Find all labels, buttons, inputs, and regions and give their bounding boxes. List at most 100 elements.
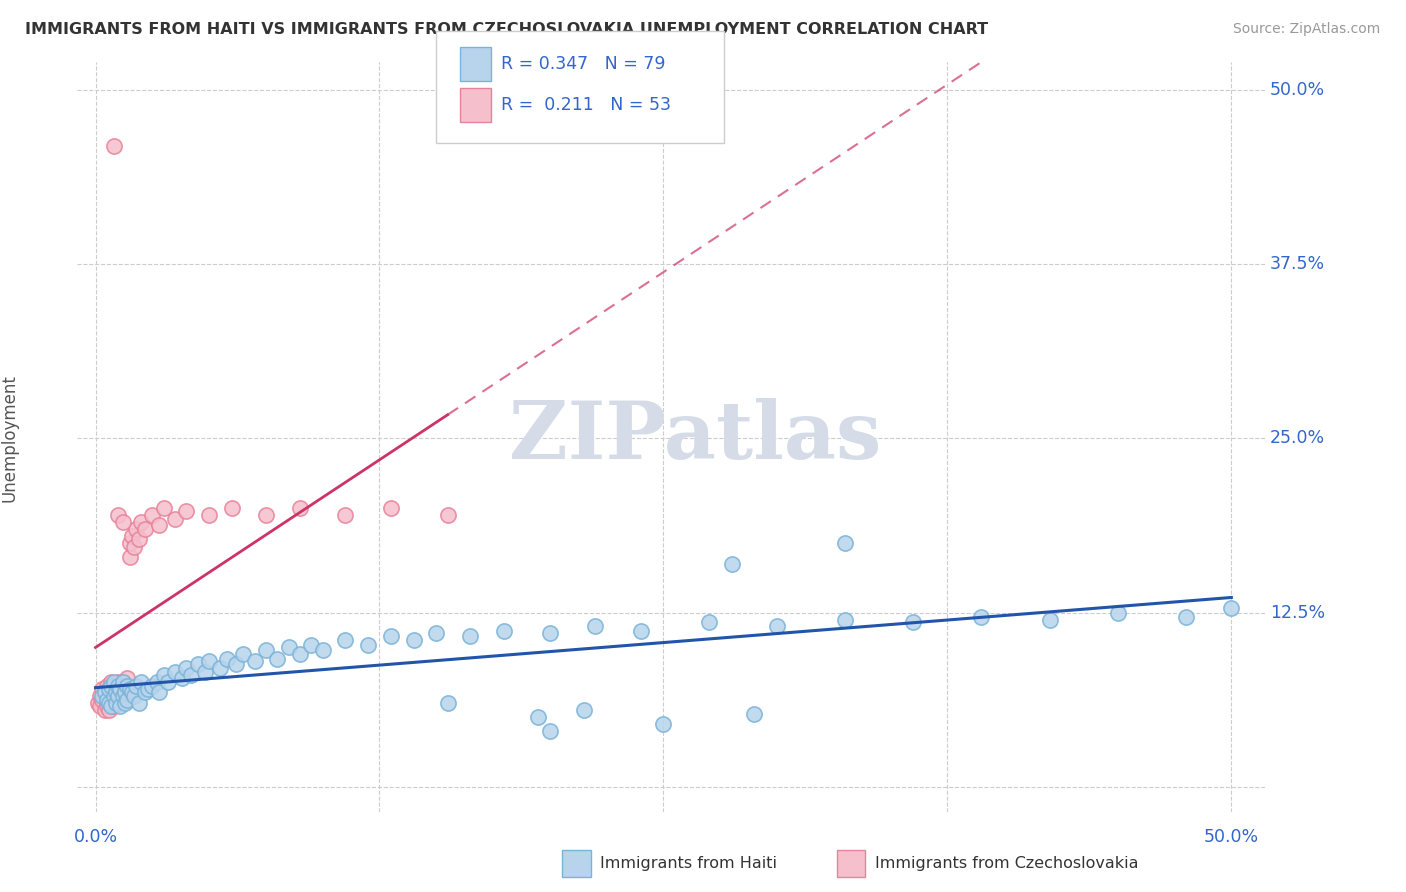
Point xyxy=(100,685,122,699)
Point xyxy=(209,661,232,675)
Point xyxy=(121,685,143,699)
Point xyxy=(277,640,299,655)
Text: ZIPatlas: ZIPatlas xyxy=(509,398,882,476)
Point xyxy=(122,689,145,703)
Text: Immigrants from Czechoslovakia: Immigrants from Czechoslovakia xyxy=(875,856,1137,871)
Text: R = 0.347   N = 79: R = 0.347 N = 79 xyxy=(501,55,665,73)
Point xyxy=(103,689,125,703)
Point xyxy=(335,508,357,522)
Point xyxy=(834,536,856,550)
Text: Unemployment: Unemployment xyxy=(0,375,18,502)
Point xyxy=(91,693,114,707)
Point xyxy=(111,675,134,690)
Point xyxy=(335,633,357,648)
Point xyxy=(118,536,141,550)
Point xyxy=(91,682,114,697)
Point xyxy=(243,654,266,668)
Point xyxy=(163,512,186,526)
Text: Immigrants from Haiti: Immigrants from Haiti xyxy=(600,856,778,871)
Point xyxy=(93,685,115,699)
Point xyxy=(225,657,247,671)
Point xyxy=(107,696,129,710)
Point xyxy=(141,679,163,693)
Point xyxy=(125,522,148,536)
Point xyxy=(98,696,121,710)
Point xyxy=(1039,613,1062,627)
Point xyxy=(583,619,606,633)
Point xyxy=(198,508,221,522)
Point xyxy=(96,696,118,710)
Point xyxy=(98,682,121,697)
Text: 12.5%: 12.5% xyxy=(1270,604,1324,622)
Point xyxy=(122,540,145,554)
Point xyxy=(176,661,198,675)
Point xyxy=(129,515,152,529)
Point xyxy=(129,675,152,690)
Point xyxy=(114,685,136,699)
Text: Source: ZipAtlas.com: Source: ZipAtlas.com xyxy=(1233,22,1381,37)
Point xyxy=(114,679,136,693)
Point xyxy=(148,685,170,699)
Point xyxy=(110,698,132,713)
Point xyxy=(125,679,148,693)
Point xyxy=(93,703,115,717)
Point xyxy=(157,675,180,690)
Point xyxy=(93,685,115,699)
Point xyxy=(903,615,925,630)
Point xyxy=(299,638,322,652)
Point xyxy=(98,689,121,703)
Point xyxy=(111,685,134,699)
Point xyxy=(100,679,122,693)
Point xyxy=(720,557,742,571)
Point xyxy=(357,638,380,652)
Text: 50.0%: 50.0% xyxy=(1204,829,1258,847)
Point xyxy=(103,689,125,703)
Point xyxy=(104,685,127,699)
Point xyxy=(311,643,333,657)
Point xyxy=(221,501,243,516)
Point xyxy=(834,613,856,627)
Point xyxy=(152,501,174,516)
Point xyxy=(136,682,159,697)
Point xyxy=(436,696,458,710)
Point xyxy=(146,675,169,690)
Point xyxy=(766,619,789,633)
Point xyxy=(170,671,193,685)
Point xyxy=(436,508,458,522)
Point xyxy=(111,675,134,690)
Point xyxy=(103,139,125,153)
Point xyxy=(193,665,215,680)
Point xyxy=(104,693,127,707)
Point xyxy=(107,679,129,693)
Point xyxy=(89,698,111,713)
Point xyxy=(1174,609,1197,624)
Point xyxy=(494,624,516,638)
Point xyxy=(100,698,122,713)
Point xyxy=(110,682,132,697)
Point xyxy=(572,703,595,717)
Point xyxy=(98,682,121,697)
Point xyxy=(148,517,170,532)
Point xyxy=(91,689,114,703)
Point xyxy=(266,651,288,665)
Point xyxy=(970,609,993,624)
Point xyxy=(652,717,675,731)
Point xyxy=(380,629,402,643)
Point xyxy=(128,532,150,546)
Point xyxy=(288,501,311,516)
Point xyxy=(232,648,254,662)
Point xyxy=(527,710,550,724)
Point xyxy=(107,675,129,690)
Point xyxy=(107,508,129,522)
Point xyxy=(538,626,561,640)
Point xyxy=(254,508,277,522)
Point xyxy=(110,682,132,697)
Point xyxy=(134,522,156,536)
Point xyxy=(104,696,127,710)
Point xyxy=(118,682,141,697)
Point xyxy=(187,657,209,671)
Point xyxy=(103,698,125,713)
Point xyxy=(96,698,118,713)
Point xyxy=(87,696,110,710)
Point xyxy=(107,679,129,693)
